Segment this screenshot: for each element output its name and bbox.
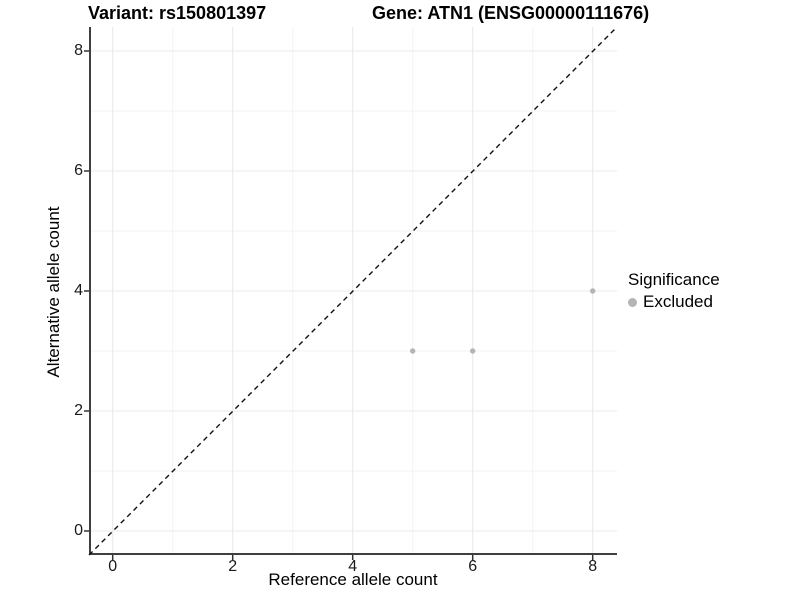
- y-tick-label: 6: [74, 162, 83, 179]
- plot-panel: [84, 27, 618, 560]
- plot-title-variant: Variant: rs150801397: [88, 3, 267, 23]
- excluded-point-icon: [628, 297, 637, 307]
- legend-entry-label: Excluded: [643, 292, 713, 311]
- x-tick-label: 8: [588, 558, 598, 575]
- x-tick-label: 4: [348, 558, 358, 575]
- x-axis-title: Reference allele count: [268, 570, 438, 589]
- data-point: [470, 348, 476, 354]
- x-tick-label: 2: [228, 558, 238, 575]
- y-tick-label: 4: [74, 282, 83, 299]
- legend: Significance Excluded: [628, 270, 720, 312]
- data-point: [410, 348, 416, 354]
- plot-title-gene: Gene: ATN1 (ENSG00000111676): [372, 3, 650, 23]
- y-tick-label: 0: [74, 522, 83, 539]
- x-tick-label: 0: [108, 558, 118, 575]
- legend-title: Significance: [628, 270, 720, 289]
- y-tick-label: 8: [74, 42, 83, 59]
- x-tick-label: 6: [468, 558, 478, 575]
- legend-entry-excluded: Excluded: [628, 292, 720, 312]
- y-axis-title: Alternative allele count: [44, 206, 63, 378]
- data-point: [590, 288, 596, 294]
- y-tick-label: 2: [74, 402, 83, 419]
- identity-line: [88, 27, 618, 556]
